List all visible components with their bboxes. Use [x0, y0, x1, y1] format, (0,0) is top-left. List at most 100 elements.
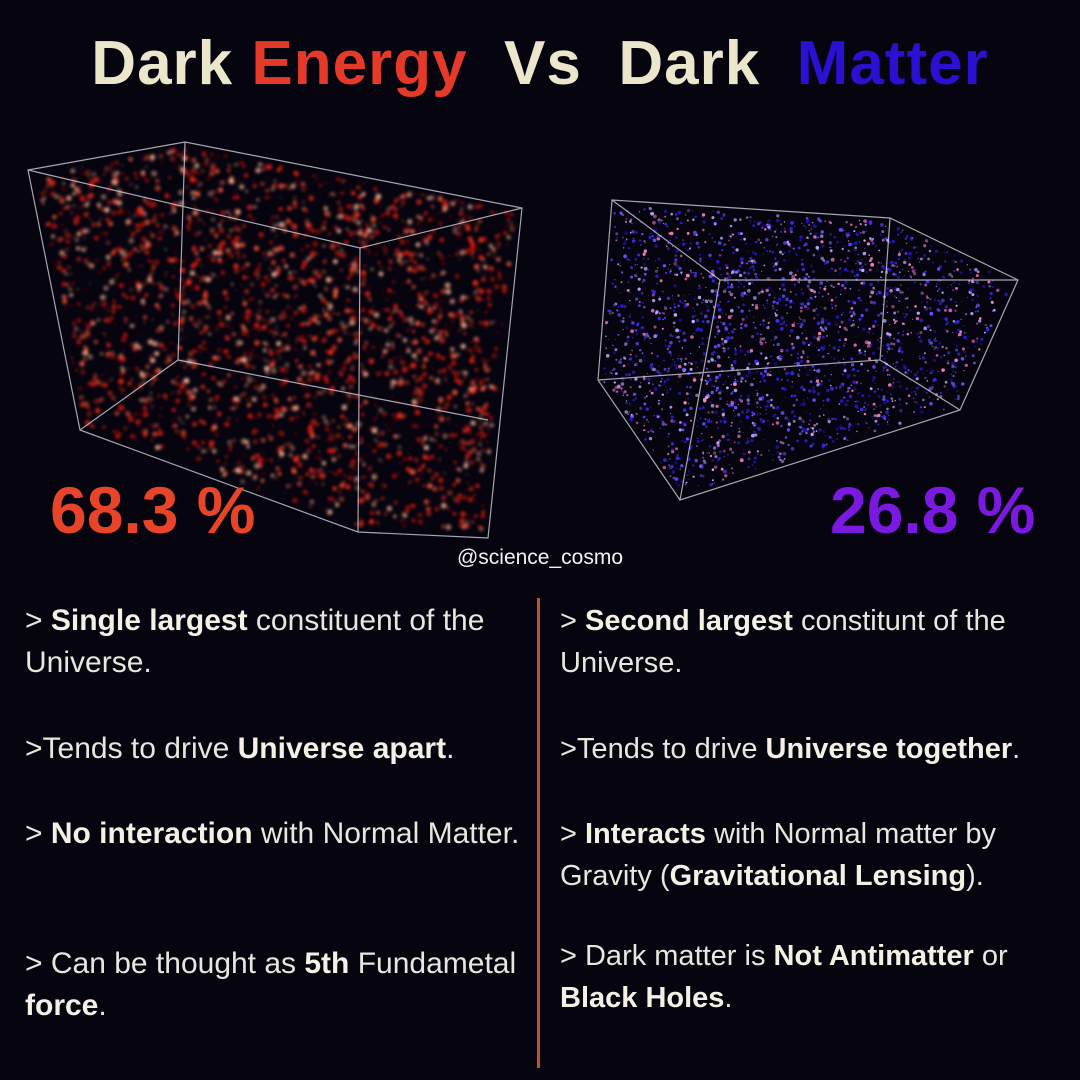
particle	[128, 157, 133, 162]
particle	[470, 380, 476, 386]
particle	[754, 326, 757, 330]
particle	[789, 329, 794, 333]
particle	[747, 402, 750, 405]
particle	[328, 363, 330, 365]
particle	[953, 269, 956, 272]
particle	[465, 427, 471, 433]
particle	[819, 287, 821, 289]
particle	[681, 346, 684, 349]
particle	[339, 321, 345, 326]
particle	[717, 444, 720, 448]
particle	[69, 304, 73, 308]
particle	[761, 288, 763, 290]
particle	[840, 313, 843, 316]
particle	[875, 245, 877, 247]
particle	[761, 225, 765, 229]
particle	[479, 421, 481, 424]
particle	[427, 483, 433, 489]
particle	[886, 351, 888, 353]
particle	[790, 221, 794, 225]
particle	[141, 302, 146, 306]
particle	[228, 407, 231, 410]
particle	[336, 177, 340, 182]
particle	[626, 394, 629, 397]
particle	[118, 385, 122, 389]
particle	[42, 202, 45, 205]
particle	[749, 256, 753, 260]
particle	[223, 349, 229, 354]
particle	[970, 312, 974, 316]
particle	[923, 352, 927, 355]
particle	[486, 427, 489, 430]
particle	[770, 403, 773, 407]
particle	[722, 322, 726, 326]
particle	[853, 343, 857, 347]
particle	[667, 435, 669, 438]
particle	[714, 455, 718, 459]
particle	[777, 455, 781, 459]
particle	[406, 372, 408, 374]
particle	[235, 250, 240, 255]
particle	[737, 285, 740, 289]
particle	[472, 257, 474, 260]
particle	[802, 318, 806, 323]
particle	[349, 189, 352, 191]
particle	[887, 414, 890, 417]
particle	[904, 252, 908, 255]
particle	[845, 328, 848, 332]
particle	[693, 298, 696, 301]
particle	[929, 341, 933, 345]
particle	[115, 273, 118, 277]
particle	[418, 296, 424, 302]
particle	[643, 355, 646, 357]
particle	[363, 500, 366, 503]
particle	[885, 399, 890, 403]
particle	[775, 218, 780, 223]
particle	[765, 404, 769, 408]
particle	[868, 254, 871, 257]
particle	[896, 275, 901, 280]
particle	[746, 271, 751, 276]
particle	[796, 335, 800, 340]
particle	[287, 344, 291, 349]
particle	[695, 445, 698, 447]
particle	[481, 290, 484, 294]
particle	[156, 260, 157, 262]
particle	[394, 247, 400, 253]
particle	[635, 341, 638, 344]
particle	[439, 338, 445, 344]
particle	[279, 470, 282, 473]
particle	[361, 240, 366, 245]
particle	[820, 230, 824, 234]
particle	[613, 220, 615, 222]
particle	[169, 342, 172, 345]
particle	[734, 352, 738, 356]
particle	[970, 271, 972, 274]
particle	[750, 259, 754, 263]
particle	[943, 367, 945, 369]
particle	[250, 282, 255, 287]
particle	[924, 283, 928, 287]
particle	[896, 310, 900, 313]
particle	[450, 352, 454, 356]
particle	[452, 312, 458, 318]
particle	[243, 264, 246, 268]
particle	[749, 382, 754, 387]
particle	[140, 212, 146, 217]
particle	[486, 288, 492, 295]
particle	[658, 384, 661, 387]
particle	[493, 252, 496, 255]
particle	[385, 342, 390, 347]
particle	[142, 281, 144, 283]
particle	[650, 391, 654, 395]
particle	[787, 419, 790, 422]
particle	[302, 200, 305, 204]
particle	[164, 287, 169, 292]
particle	[331, 277, 335, 281]
particle	[423, 211, 428, 215]
particle	[926, 369, 929, 372]
particle	[842, 385, 844, 387]
particle	[779, 322, 783, 326]
particle	[687, 457, 691, 461]
particle	[962, 383, 965, 385]
